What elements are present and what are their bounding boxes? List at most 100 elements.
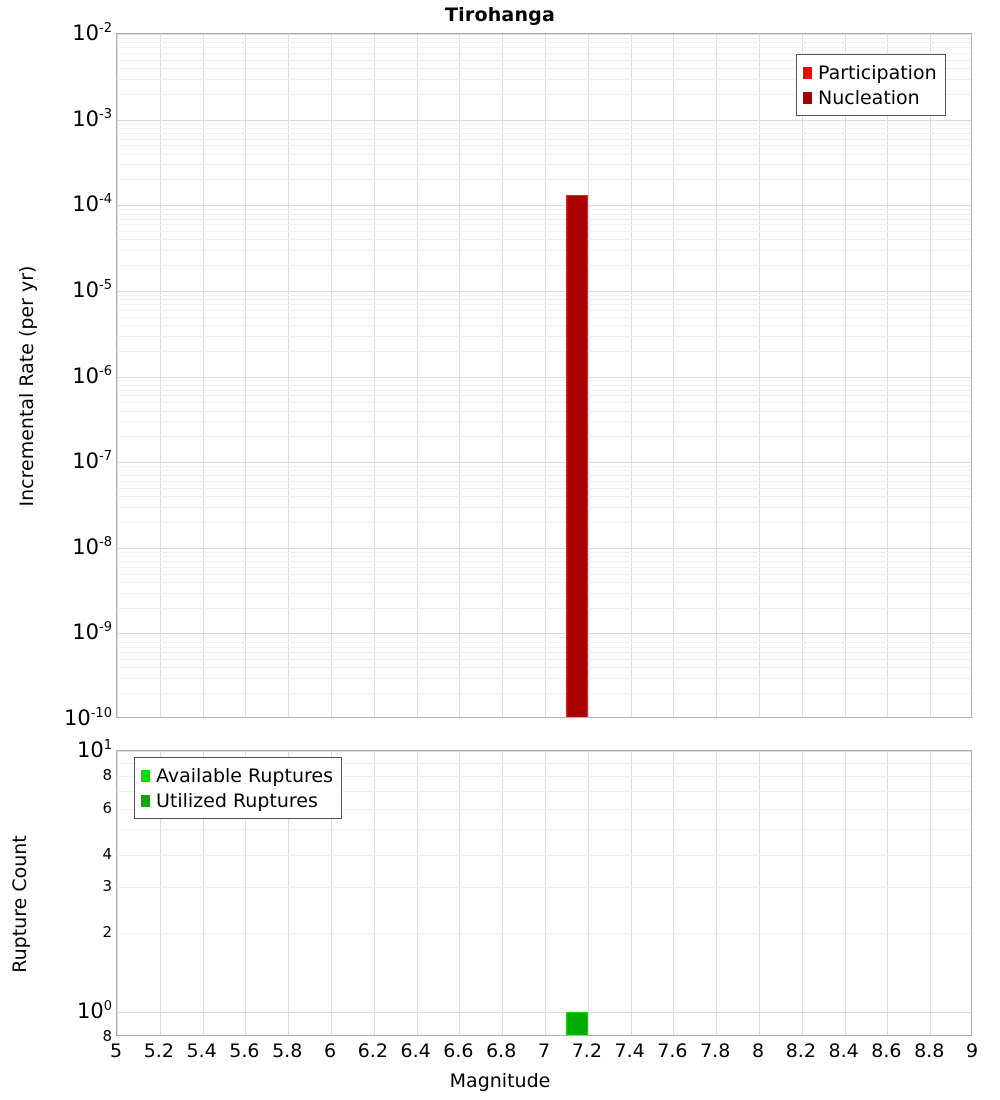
gridline-vertical bbox=[245, 751, 246, 1035]
x-axis-label: Magnitude bbox=[449, 1070, 551, 1092]
gridline-horizontal bbox=[117, 205, 971, 206]
gridline-vertical bbox=[673, 751, 674, 1035]
x-tick-label: 6.2 bbox=[357, 1040, 388, 1062]
y-tick-label: 10-8 bbox=[72, 534, 112, 559]
x-tick-label: 7.2 bbox=[571, 1040, 602, 1062]
legend-swatch-nucleation bbox=[803, 91, 812, 104]
gridline-horizontal bbox=[117, 239, 971, 240]
x-tick-label: 5.4 bbox=[186, 1040, 217, 1062]
y-tick-label: 101 bbox=[76, 738, 112, 762]
gridline-horizontal bbox=[117, 481, 971, 482]
gridline-horizontal bbox=[117, 791, 971, 792]
gridline-horizontal bbox=[117, 693, 971, 694]
x-tick-label: 8.4 bbox=[828, 1040, 859, 1062]
legend-label: Available Ruptures bbox=[156, 764, 333, 787]
gridline-vertical bbox=[802, 34, 803, 717]
x-tick-label: 7 bbox=[537, 1040, 551, 1062]
y-tick-label: 8 bbox=[102, 766, 112, 785]
gridline-horizontal bbox=[117, 325, 971, 326]
x-tick-label: 6 bbox=[323, 1040, 337, 1062]
page-title: Tirohanga bbox=[445, 4, 555, 26]
gridline-vertical bbox=[459, 751, 460, 1035]
gridline-vertical bbox=[374, 34, 375, 717]
gridline-horizontal bbox=[117, 42, 971, 43]
y-axis-label-top: Incremental Rate (per yr) bbox=[16, 265, 38, 507]
gridline-horizontal bbox=[117, 219, 971, 220]
gridline-horizontal bbox=[117, 53, 971, 54]
gridline-vertical bbox=[716, 34, 717, 717]
gridline-horizontal bbox=[117, 574, 971, 575]
gridline-vertical bbox=[245, 34, 246, 717]
legend-bottom: Available Ruptures Utilized Ruptures bbox=[134, 757, 342, 819]
legend-item[interactable]: Nucleation bbox=[803, 85, 937, 110]
gridline-horizontal bbox=[117, 556, 971, 557]
gridline-vertical bbox=[502, 34, 503, 717]
gridline-horizontal bbox=[117, 402, 971, 403]
gridline-vertical bbox=[203, 751, 204, 1035]
legend-item[interactable]: Utilized Ruptures bbox=[141, 788, 333, 813]
gridline-vertical bbox=[673, 34, 674, 717]
gridline-horizontal bbox=[117, 466, 971, 467]
x-tick-label: 8.8 bbox=[914, 1040, 945, 1062]
gridline-horizontal bbox=[117, 390, 971, 391]
gridline-horizontal bbox=[117, 385, 971, 386]
gridline-horizontal bbox=[117, 295, 971, 296]
gridline-vertical bbox=[117, 751, 118, 1035]
gridline-horizontal bbox=[117, 887, 971, 888]
gridline-horizontal bbox=[117, 60, 971, 61]
gridline-horizontal bbox=[117, 637, 971, 638]
gridline-horizontal bbox=[117, 659, 971, 660]
gridline-horizontal bbox=[117, 933, 971, 934]
y-tick-label: 3 bbox=[102, 877, 112, 896]
gridline-horizontal bbox=[117, 552, 971, 553]
legend-item[interactable]: Available Ruptures bbox=[141, 763, 333, 788]
gridline-horizontal bbox=[117, 395, 971, 396]
gridline-horizontal bbox=[117, 250, 971, 251]
x-tick-label: 7.6 bbox=[657, 1040, 688, 1062]
gridline-horizontal bbox=[117, 380, 971, 381]
legend-top: Participation Nucleation bbox=[796, 54, 946, 116]
x-tick-label: 5.6 bbox=[229, 1040, 260, 1062]
gridline-horizontal bbox=[117, 633, 971, 634]
gridline-vertical bbox=[887, 751, 888, 1035]
x-tick-label: 5 bbox=[109, 1040, 123, 1062]
gridline-horizontal bbox=[117, 265, 971, 266]
x-tick-label: 7.8 bbox=[700, 1040, 731, 1062]
gridline-horizontal bbox=[117, 678, 971, 679]
gridline-horizontal bbox=[117, 496, 971, 497]
gridline-vertical bbox=[502, 751, 503, 1035]
gridline-horizontal bbox=[117, 751, 971, 752]
gridline-horizontal bbox=[117, 145, 971, 146]
gridline-horizontal bbox=[117, 299, 971, 300]
gridline-horizontal bbox=[117, 154, 971, 155]
y-tick-label: 100 bbox=[76, 998, 112, 1023]
x-tick-label: 6.8 bbox=[486, 1040, 517, 1062]
gridline-vertical bbox=[845, 34, 846, 717]
gridline-vertical bbox=[288, 751, 289, 1035]
legend-label: Nucleation bbox=[818, 86, 920, 109]
x-tick-label: 8.2 bbox=[785, 1040, 816, 1062]
gridline-vertical bbox=[374, 751, 375, 1035]
gridline-vertical bbox=[417, 34, 418, 717]
gridline-horizontal bbox=[117, 642, 971, 643]
x-tick-label: 6.4 bbox=[400, 1040, 431, 1062]
gridline-horizontal bbox=[117, 304, 971, 305]
gridline-horizontal bbox=[117, 34, 971, 35]
x-tick-label: 6.6 bbox=[443, 1040, 474, 1062]
gridline-horizontal bbox=[117, 647, 971, 648]
gridline-horizontal bbox=[117, 829, 971, 830]
gridline-vertical bbox=[716, 751, 717, 1035]
gridline-horizontal bbox=[117, 855, 971, 856]
gridline-horizontal bbox=[117, 608, 971, 609]
gridline-horizontal bbox=[117, 209, 971, 210]
x-tick-label: 9 bbox=[965, 1040, 979, 1062]
gridline-horizontal bbox=[117, 231, 971, 232]
x-tick-label: 8 bbox=[751, 1040, 765, 1062]
gridline-horizontal bbox=[117, 548, 971, 549]
gridline-horizontal bbox=[117, 310, 971, 311]
gridline-horizontal bbox=[117, 224, 971, 225]
gridline-horizontal bbox=[117, 652, 971, 653]
gridline-vertical bbox=[845, 751, 846, 1035]
y-axis-label-bottom: Rupture Count bbox=[9, 835, 31, 973]
legend-item[interactable]: Participation bbox=[803, 60, 937, 85]
